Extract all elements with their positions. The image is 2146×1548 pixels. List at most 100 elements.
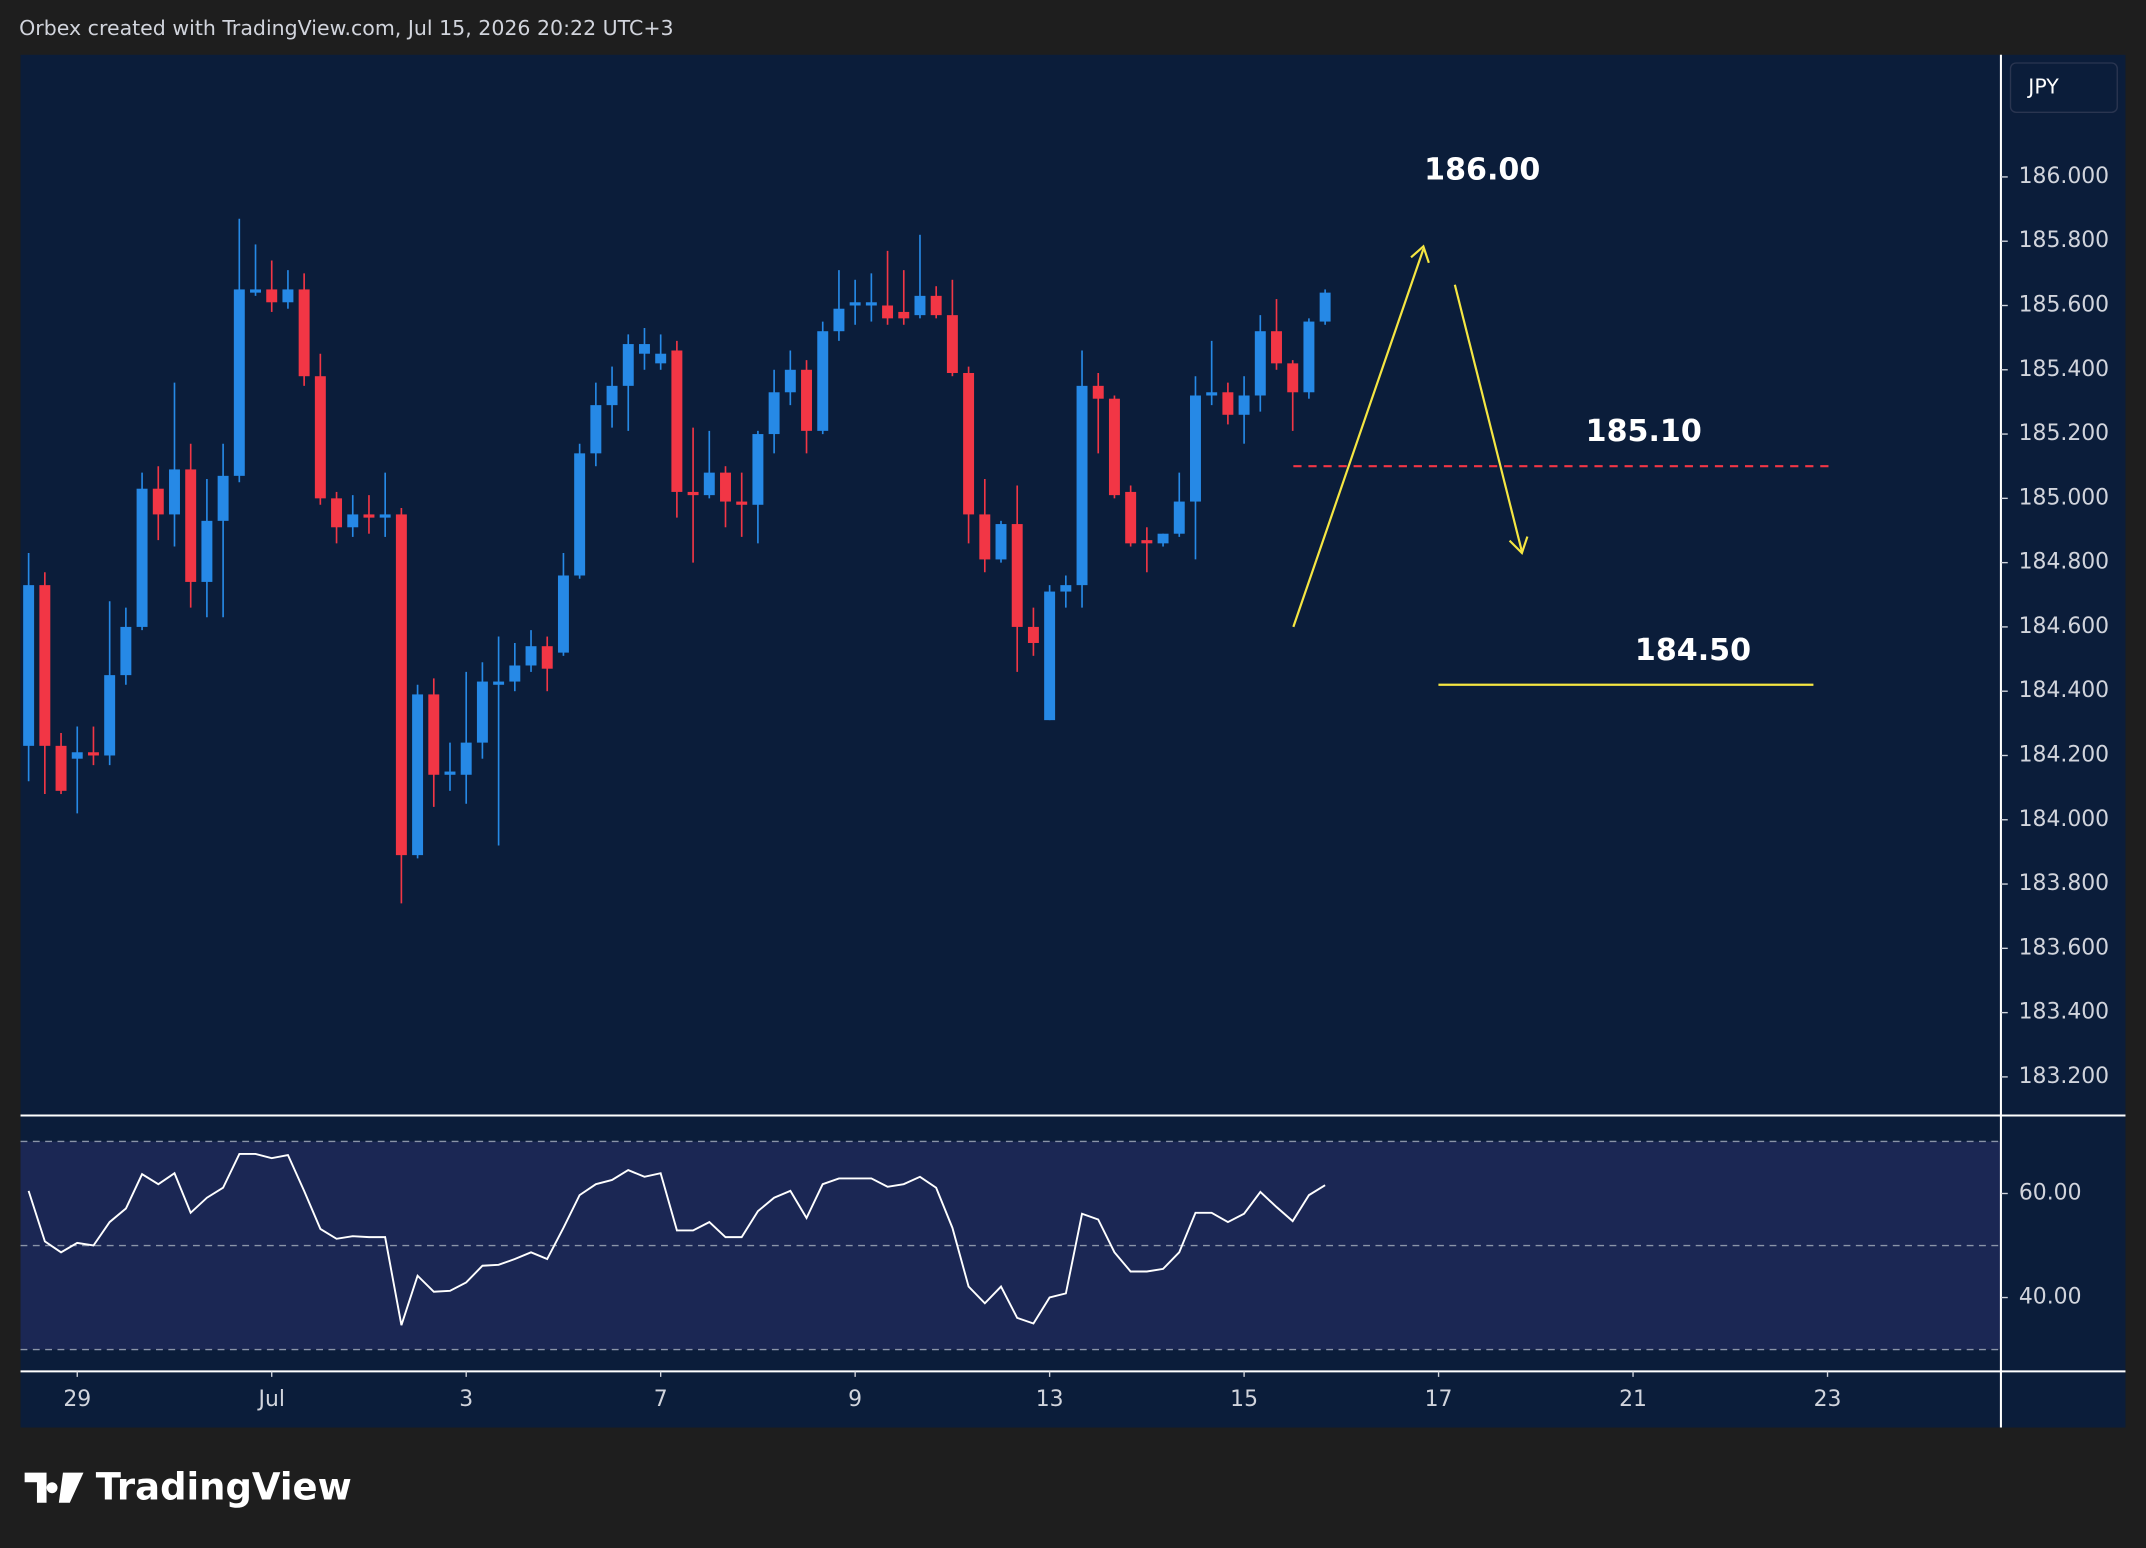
- y-tick-label: 183.200: [2019, 1064, 2109, 1089]
- y-tick-label: 184.800: [2019, 550, 2109, 575]
- x-tick-label: 13: [1036, 1387, 1064, 1412]
- candle-body: [590, 405, 602, 454]
- y-tick-label: 185.400: [2019, 357, 2109, 382]
- candle-body: [736, 501, 748, 505]
- candle-body: [1254, 331, 1266, 396]
- candle-body: [1044, 591, 1056, 721]
- candle-body: [1271, 331, 1282, 364]
- candle-body: [914, 295, 926, 316]
- x-tick-label: 21: [1619, 1387, 1647, 1412]
- y-tick-label: 184.000: [2019, 807, 2109, 832]
- currency-button[interactable]: [2009, 62, 2118, 113]
- annotation: 184.50: [1635, 633, 1751, 668]
- candle-body: [606, 385, 618, 406]
- x-tick-label: 29: [63, 1387, 91, 1412]
- candle-body: [801, 369, 813, 431]
- candle-body: [655, 353, 667, 364]
- candle-body: [152, 488, 164, 515]
- candle-body: [395, 514, 407, 856]
- candle-body: [331, 498, 343, 528]
- candle-body: [930, 295, 942, 316]
- candle-body: [865, 302, 877, 306]
- candle-body: [768, 392, 780, 435]
- y-tick-label: 183.400: [2019, 1000, 2109, 1025]
- candle-body: [1027, 626, 1039, 643]
- y-tick-label: 186.000: [2019, 164, 2109, 189]
- candle-body: [849, 302, 861, 306]
- candle-body: [898, 311, 910, 319]
- arrow-head: [1508, 536, 1529, 555]
- candle-body: [201, 520, 213, 582]
- arrow-down: [1453, 284, 1523, 552]
- candle-body: [104, 675, 116, 756]
- candle-body: [39, 585, 51, 746]
- arrow-up: [1292, 248, 1425, 628]
- y-tick-label: 185.600: [2019, 292, 2109, 317]
- candle-body: [541, 646, 553, 669]
- y-tick-label: 184.400: [2019, 678, 2109, 703]
- logo: TradingView: [24, 1466, 352, 1509]
- candle-body: [638, 344, 650, 354]
- candle-body: [1157, 533, 1169, 544]
- candle-body: [298, 289, 310, 377]
- candle-body: [979, 514, 991, 560]
- candle-body: [720, 472, 731, 502]
- annotation: 185.10: [1586, 414, 1702, 449]
- candle-body: [266, 289, 278, 303]
- candle-body: [1173, 501, 1185, 534]
- candle-body: [87, 752, 99, 756]
- candle-body: [622, 344, 634, 386]
- candle-body: [476, 681, 488, 743]
- candle-body: [71, 752, 83, 759]
- x-tick-label: 23: [1814, 1387, 1842, 1412]
- candle-body: [314, 376, 326, 499]
- y-tick-label: 184.600: [2019, 614, 2109, 639]
- x-tick-label: 15: [1230, 1387, 1258, 1412]
- candle-body: [1108, 398, 1120, 496]
- candle-body: [1303, 321, 1315, 393]
- candle-body: [882, 305, 894, 319]
- rsi-band: [20, 1140, 2001, 1351]
- candle-body: [833, 308, 845, 332]
- candle-body: [1141, 540, 1153, 544]
- candle-body: [412, 694, 424, 856]
- footer: TradingView: [96, 1466, 352, 1509]
- x-tick-label: 17: [1425, 1387, 1453, 1412]
- candle-body: [963, 372, 975, 515]
- candle-body: [509, 665, 521, 682]
- candle-body: [817, 331, 829, 431]
- candle-body: [752, 434, 764, 505]
- header: Orbex created with TradingView.com, Jul …: [19, 16, 673, 40]
- candle-body: [1190, 395, 1201, 502]
- candle-body: [120, 626, 132, 676]
- candle-body: [1238, 395, 1250, 415]
- candle-body: [136, 488, 148, 627]
- candle-body: [282, 289, 294, 303]
- candle-body: [493, 681, 505, 685]
- arrows: [1292, 244, 1529, 628]
- y-tick-label: 40.00: [2019, 1285, 2082, 1310]
- currency-label: JPY: [2026, 75, 2059, 99]
- candle-body: [23, 585, 35, 746]
- candle-body: [1092, 385, 1104, 399]
- y-tick-label: 184.200: [2019, 742, 2109, 767]
- candle-body: [1125, 491, 1137, 544]
- candle-body: [525, 646, 537, 666]
- candle-body: [1319, 292, 1331, 322]
- annotation: 186.00: [1424, 153, 1540, 188]
- x-tick-label: Jul: [257, 1387, 285, 1412]
- candle-body: [946, 315, 958, 373]
- candle-body: [574, 453, 586, 576]
- candle-body: [428, 694, 440, 775]
- y-tick-label: 185.000: [2019, 485, 2109, 510]
- logo-icon: [24, 1472, 84, 1503]
- x-tick-label: 3: [459, 1387, 473, 1412]
- candle-body: [1222, 392, 1234, 415]
- candle-body: [1206, 392, 1218, 396]
- candle-body: [379, 514, 391, 518]
- candle-body: [687, 491, 699, 496]
- candle-body: [784, 369, 796, 393]
- y-tick-label: 185.800: [2019, 228, 2109, 253]
- candle-body: [444, 771, 456, 775]
- rsi-line: [27, 1152, 1326, 1326]
